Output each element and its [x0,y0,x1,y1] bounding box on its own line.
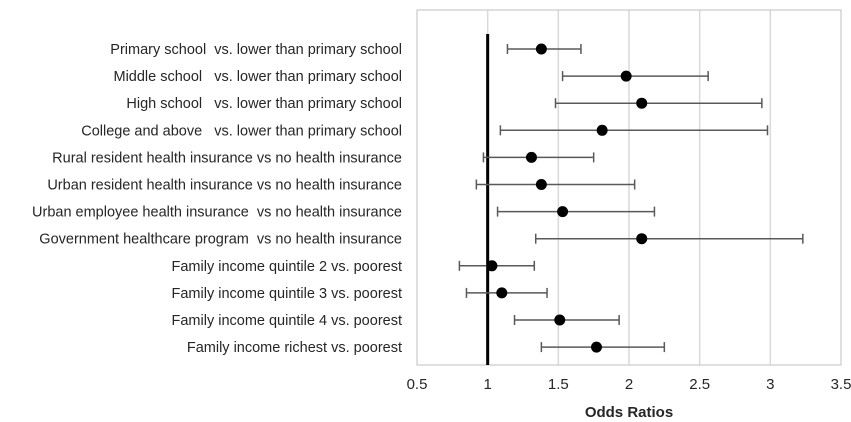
odds-ratio-point [535,179,547,190]
category-label: Family income quintile 2 vs. poorest [172,259,403,275]
ci-row [540,341,666,353]
category-label: Family income quintile 3 vs. poorest [172,286,403,302]
odds-ratio-point [620,70,632,82]
ci-row [458,260,536,272]
category-label: Middle school vs. lower than primary sch… [113,69,402,85]
x-tick-label: 1.5 [548,376,569,393]
odds-ratio-point [596,124,608,136]
gridlines [486,10,772,365]
data-marks [458,43,804,353]
category-label: Rural resident health insurance vs no he… [52,150,402,166]
odds-ratio-point [590,341,602,353]
x-tick-label: 2 [625,376,633,393]
category-label: High school vs. lower than primary schoo… [126,96,402,112]
category-label: Primary school vs. lower than primary sc… [110,42,402,58]
odds-ratio-point [636,233,648,245]
odds-ratio-point [636,97,648,109]
x-tick-label: 3.5 [831,376,851,393]
x-axis-label: Odds Ratios [585,404,673,421]
ci-row [561,70,709,82]
ci-row [506,43,582,55]
ci-row [554,97,763,109]
ci-row [482,151,595,163]
category-label: Urban employee health insurance vs no he… [32,205,402,221]
ci-row [499,124,769,136]
odds-ratio-point [554,314,566,326]
category-label: Family income richest vs. poorest [187,340,402,356]
ci-row [513,314,620,326]
plot-frame [416,9,842,366]
x-tick-label: 2.5 [689,376,710,393]
odds-ratio-point [486,260,498,272]
category-label: Government healthcare program vs no heal… [39,232,402,248]
category-label: Family income quintile 4 vs. poorest [172,313,403,329]
category-labels: Primary school vs. lower than primary sc… [32,42,402,356]
odds-ratio-point [535,43,547,55]
ci-row [465,287,548,299]
ci-row [475,179,636,190]
x-tick-labels: 0.5 1 1.5 2 2.5 3 3.5 [407,376,851,393]
x-tick-label: 1 [483,376,491,393]
category-label: College and above vs. lower than primary… [81,123,402,139]
ci-row [496,206,656,218]
category-label: Urban resident health insurance vs no he… [47,178,402,194]
x-tick-label: 3 [766,376,774,393]
odds-ratio-point [557,206,569,218]
odds-ratio-point [496,287,508,299]
x-tick-label: 0.5 [407,376,428,393]
ci-row [534,233,804,245]
odds-ratio-point [525,151,537,163]
